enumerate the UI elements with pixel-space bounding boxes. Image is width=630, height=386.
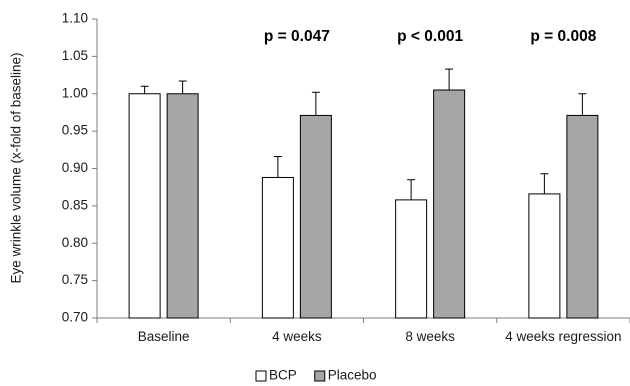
y-tick-label: 0.95 — [62, 123, 88, 138]
x-category-label: Baseline — [138, 329, 190, 344]
y-axis: 0.70 0.75 0.80 0.85 0.90 0.95 1.00 1.05 1.10 — [62, 11, 98, 325]
y-tick-label: 1.00 — [62, 85, 88, 100]
y-tick-label: 0.75 — [62, 272, 88, 287]
y-tick-label: 0.90 — [62, 160, 88, 175]
p-value-annotations: p = 0.047 p < 0.001 p = 0.008 — [264, 28, 597, 45]
bar-bcp-4 — [528, 193, 561, 319]
y-tick-label: 1.10 — [62, 11, 88, 26]
y-tick-label: 0.85 — [62, 197, 88, 212]
x-axis: Baseline 4 weeks 8 weeks 4 weeks regression — [96, 317, 630, 344]
bar-bcp-3 — [395, 199, 428, 319]
legend-swatch-placebo — [314, 370, 326, 382]
legend-swatch-bcp — [255, 370, 267, 382]
y-axis-title: Eye wrinkle volume (x-fold of baseline) — [9, 52, 24, 283]
legend-label-bcp: BCP — [269, 368, 297, 383]
bar-placebo-4 — [566, 114, 599, 319]
x-category-label: 4 weeks regression — [505, 329, 621, 344]
y-tick-label: 0.70 — [62, 310, 88, 325]
bar-bcp-2 — [261, 176, 294, 319]
x-category-label: 4 weeks — [272, 329, 322, 344]
p-value-label: p = 0.008 — [530, 28, 596, 45]
bar-placebo-3 — [433, 89, 466, 319]
bar-placebo-2 — [299, 114, 332, 319]
legend-label-placebo: Placebo — [328, 368, 377, 383]
bar-bcp-1 — [128, 93, 161, 319]
x-category-label: 8 weeks — [405, 329, 455, 344]
p-value-label: p = 0.047 — [264, 28, 330, 45]
bar-placebo-1 — [166, 93, 199, 319]
legend: BCP Placebo — [255, 368, 377, 383]
p-value-label: p < 0.001 — [397, 28, 463, 45]
y-tick-label: 0.80 — [62, 235, 88, 250]
y-tick-label: 1.05 — [62, 48, 88, 63]
bars — [128, 68, 599, 319]
